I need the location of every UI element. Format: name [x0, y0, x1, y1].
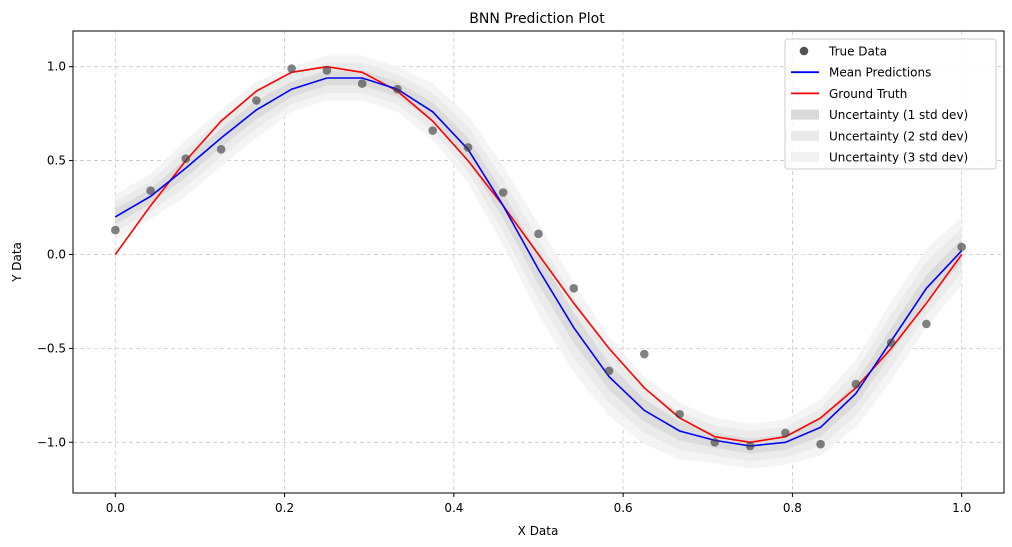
chart-title: BNN Prediction Plot [469, 11, 605, 27]
true-data-point [604, 366, 614, 376]
x-tick-label: 1.0 [952, 501, 971, 515]
true-data-point [745, 441, 755, 451]
true-data-point [851, 379, 861, 389]
true-data-point [957, 242, 966, 252]
legend-marker [799, 46, 809, 56]
x-tick-label: 0.4 [444, 501, 463, 515]
series-lines [114, 65, 963, 447]
x-axis-label: X Data [518, 524, 559, 538]
true-data-point [463, 143, 473, 152]
true-data-point [886, 338, 896, 348]
mean-predictions-line [114, 77, 963, 447]
y-tick-label: 0.5 [47, 154, 66, 168]
true-data-points [111, 64, 966, 451]
true-data-point [322, 66, 332, 75]
true-data-point [922, 319, 931, 329]
true-data-point [675, 409, 684, 419]
true-data-point [287, 64, 296, 73]
plot-frame [72, 30, 1005, 494]
true-data-point [146, 186, 155, 195]
uncertainty-band-1-std [115, 70, 962, 454]
legend-patch-swatch [791, 152, 819, 162]
true-data-point [569, 283, 579, 293]
true-data-point [252, 96, 261, 105]
ground-truth-line [114, 65, 963, 444]
legend-label: Uncertainty (3 std dev) [829, 151, 968, 165]
y-axis-label: Y Data [10, 242, 24, 283]
x-tick-label: 0.6 [614, 501, 633, 515]
legend-label: Ground Truth [829, 87, 907, 101]
legend: True Data Mean Predictions Ground Truth Unc… [784, 38, 997, 170]
legend-label: Uncertainty (2 std dev) [829, 129, 968, 143]
x-axis-ticks: 0.0 0.2 0.4 0.6 0.8 1.0 [106, 493, 971, 515]
y-tick-label: −0.5 [37, 341, 66, 355]
true-data-point [816, 439, 825, 449]
legend-label: True Data [828, 45, 887, 59]
true-data-point [781, 428, 790, 438]
true-data-point [357, 79, 367, 88]
true-data-point [710, 437, 720, 447]
true-data-point [639, 349, 649, 359]
true-data-point [428, 126, 438, 135]
legend-patch-swatch [791, 130, 819, 141]
true-data-point [111, 225, 120, 235]
y-tick-label: 0.0 [47, 247, 66, 261]
true-data-point [534, 229, 543, 239]
x-tick-label: 0.8 [783, 501, 802, 515]
legend-patch-swatch [791, 109, 819, 120]
x-tick-label: 0.0 [106, 501, 125, 515]
legend-box [784, 38, 997, 170]
x-tick-label: 0.2 [275, 501, 294, 515]
y-tick-label: 1.0 [47, 60, 66, 74]
legend-label: Uncertainty (1 std dev) [829, 108, 968, 122]
true-data-point [216, 145, 226, 154]
uncertainty-bands [115, 55, 962, 469]
legend-label: Mean Predictions [829, 66, 931, 80]
y-tick-label: −1.0 [37, 435, 66, 449]
y-axis-ticks: −1.0 −0.5 0.0 0.5 1.0 [37, 60, 73, 449]
true-data-point [181, 154, 191, 164]
true-data-point [498, 188, 508, 197]
true-data-point [393, 84, 402, 94]
